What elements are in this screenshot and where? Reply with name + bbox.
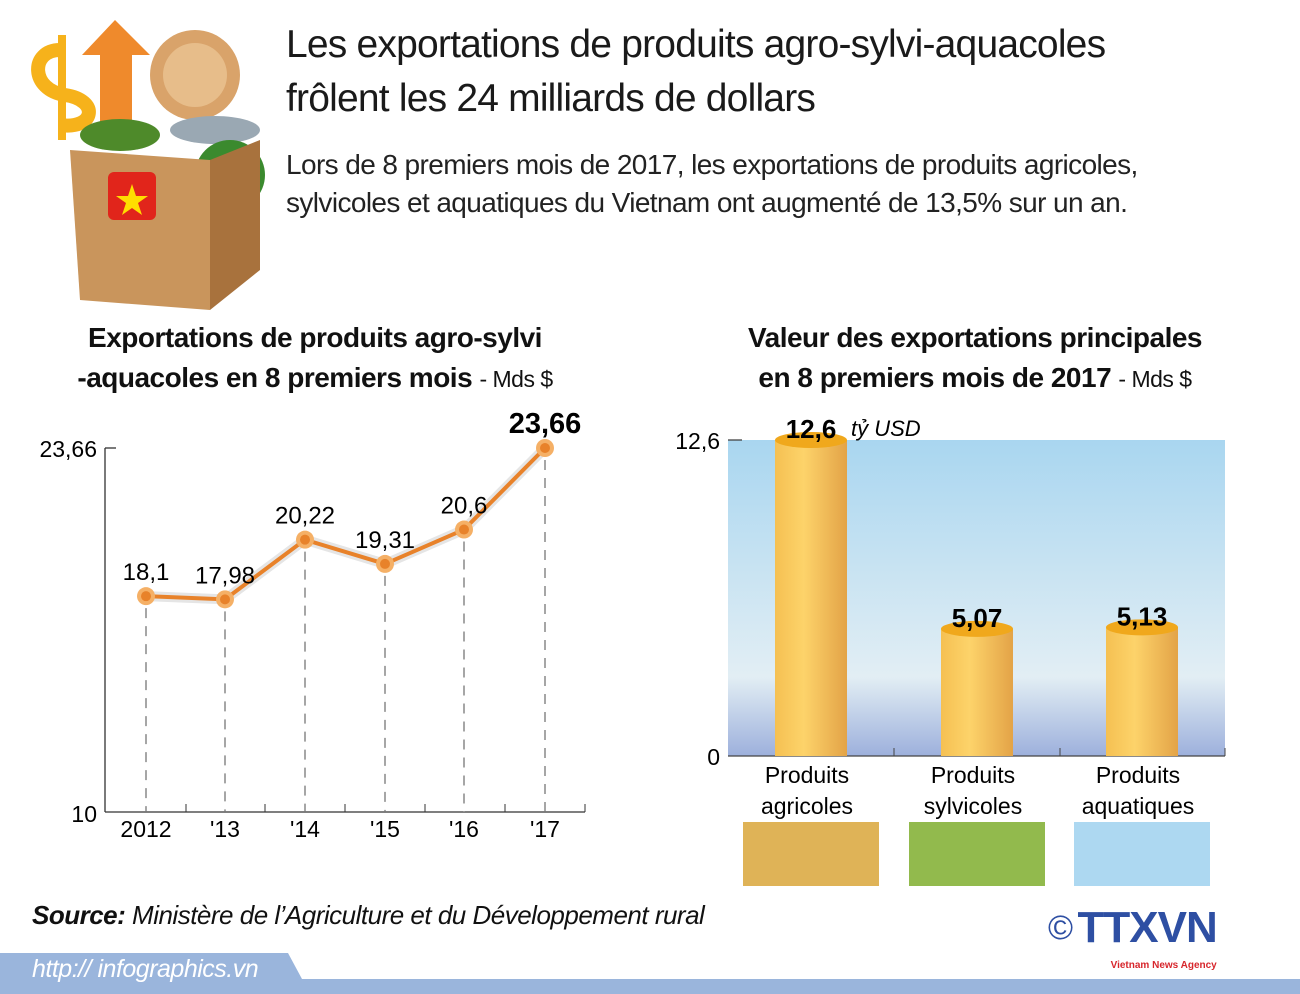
data-label: 5,13 (1117, 601, 1168, 631)
data-label: 17,98 (195, 562, 255, 589)
data-point-core (380, 558, 390, 569)
data-point-core (300, 534, 310, 545)
bar (1106, 627, 1178, 756)
category-label: agricoles (761, 793, 853, 819)
data-label: 20,22 (275, 503, 335, 530)
footer-bar (0, 953, 1300, 994)
logo-subtext: Vietnam News Agency (1110, 960, 1217, 971)
category-label: Produits (931, 762, 1015, 788)
export-box-illustration (31, 20, 265, 310)
chart-title-line: Valeur des exportations principales (747, 322, 1203, 353)
category-label: Produits (1096, 762, 1180, 788)
copyright-icon: © (1048, 909, 1074, 947)
y-tick-label: 23,66 (39, 436, 97, 462)
bar-top (941, 620, 1013, 637)
data-label: 23,66 (509, 408, 582, 440)
ttxvn-logo: © TTXVN Vietnam News Agency (1048, 903, 1218, 972)
chart-unit: - Mds $ (1118, 366, 1192, 392)
page-subtitle: Lors de 8 premiers mois de 2017, les exp… (286, 146, 1138, 222)
source-text: Ministère de l’Agriculture et du Dévelop… (125, 900, 705, 930)
line-chart-title: Exportations de produits agro-sylvi -aqu… (20, 318, 610, 399)
trees-image (909, 822, 1045, 886)
category-label: aquatiques (1082, 793, 1195, 819)
data-point-core (459, 524, 469, 535)
bar (775, 440, 847, 756)
website-link[interactable]: http:// infographics.vn (32, 955, 259, 983)
y-tick-label: 0 (707, 744, 720, 770)
data-label: 18,1 (123, 559, 170, 586)
x-tick-label: 2012 (120, 816, 171, 842)
subtitle-line: Lors de 8 premiers mois de 2017, les exp… (286, 149, 1138, 180)
data-label: 5,07 (952, 603, 1003, 633)
series-line (145, 446, 547, 602)
value-unit-label: tỷ USD (851, 416, 921, 441)
chart-title-line: en 8 premiers mois de 2017 (758, 362, 1112, 393)
x-tick-label: '14 (290, 816, 320, 842)
subtitle-line: sylvicoles et aquatiques du Vietnam ont … (286, 187, 1128, 218)
bar-top (1106, 619, 1178, 636)
data-label: 12,6 (786, 414, 837, 444)
chart-title-line: -aquacoles en 8 premiers mois (77, 362, 473, 393)
logo-text: TTXVN (1077, 903, 1218, 952)
source-note: Source: Ministère de l’Agriculture et du… (32, 900, 705, 931)
data-point-core (220, 594, 230, 605)
category-label: sylvicoles (924, 793, 1022, 819)
chart-title-line: Exportations de produits agro-sylvi (88, 322, 542, 353)
x-tick-label: '13 (210, 816, 240, 842)
line-chart: 10 23,66 18,1 2012 17,98 '13 20,22 '14 19,31 '15 2… (39, 408, 586, 842)
category-label: Produits (765, 762, 849, 788)
page-title: Les exportations de produits agro-sylvi-… (286, 18, 1106, 126)
plot-background (728, 440, 1225, 756)
source-label: Source: (32, 900, 126, 930)
data-label: 19,31 (355, 527, 415, 554)
fish-water-image (1074, 822, 1210, 886)
title-line: frôlent les 24 milliards de dollars (286, 77, 816, 120)
y-tick-label: 12,6 (675, 428, 720, 454)
data-point-core (540, 443, 550, 453)
x-tick-label: '16 (449, 816, 479, 842)
bar (941, 628, 1013, 756)
x-tick-label: '15 (370, 816, 400, 842)
chart-unit: - Mds $ (479, 366, 553, 392)
wheat-image (743, 822, 879, 886)
data-point-core (141, 591, 151, 602)
title-line: Les exportations de produits agro-sylvi-… (286, 23, 1106, 66)
x-tick-label: '17 (530, 816, 560, 842)
bar-top (775, 432, 847, 448)
data-label: 20,6 (441, 493, 488, 520)
y-tick-label: 10 (71, 801, 97, 827)
bar-chart-title: Valeur des exportations principales en 8… (680, 318, 1270, 399)
